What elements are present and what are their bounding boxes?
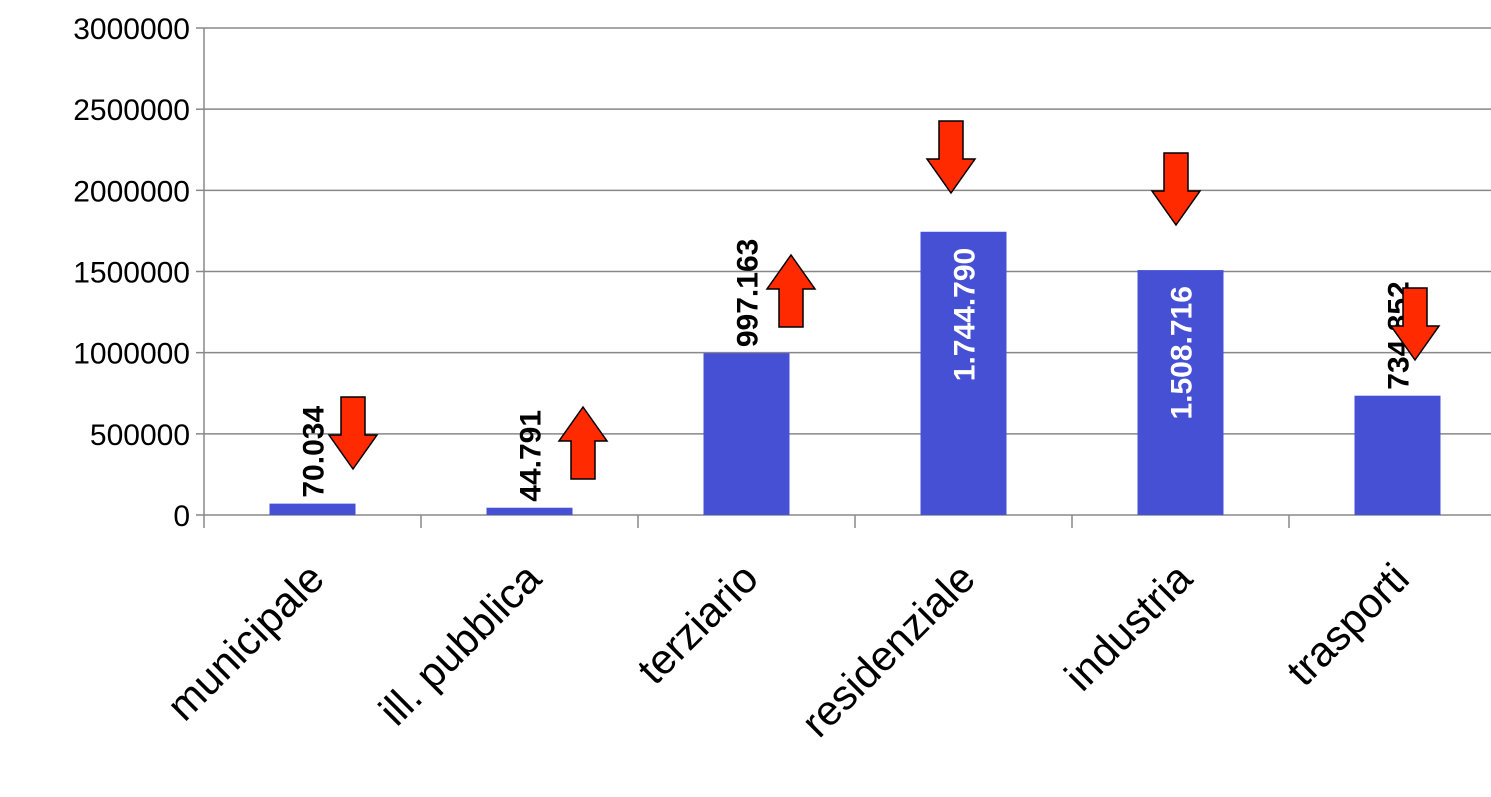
y-tick-label: 0 — [173, 500, 190, 533]
data-label: 70.034 — [298, 406, 331, 498]
y-tick-label: 3000000 — [73, 13, 190, 46]
y-tick-label: 1000000 — [73, 338, 190, 371]
bar — [1137, 270, 1224, 515]
bar — [1354, 395, 1441, 515]
y-tick-label: 1500000 — [73, 257, 190, 290]
trend-up-arrow-icon — [765, 253, 817, 328]
data-label: 1.508.716 — [1166, 286, 1199, 419]
bar — [486, 507, 573, 515]
y-tick-label: 500000 — [90, 419, 190, 452]
category-label: industria — [1055, 554, 1201, 700]
y-tick-label: 2000000 — [73, 175, 190, 208]
y-tick-label: 2500000 — [73, 94, 190, 127]
data-label: 997.163 — [732, 239, 765, 347]
bar — [920, 231, 1007, 515]
data-label: 1.744.790 — [949, 248, 982, 381]
category-label: terziario — [628, 554, 767, 693]
bar — [703, 353, 790, 515]
trend-down-arrow-icon — [1150, 152, 1202, 227]
category-label: municipale — [158, 554, 333, 729]
data-label: 44.791 — [515, 410, 548, 502]
category-label: trasporti — [1277, 554, 1418, 695]
trend-up-arrow-icon — [557, 405, 609, 480]
category-label: residenziale — [792, 554, 984, 746]
trend-down-arrow-icon — [1389, 287, 1441, 362]
trend-down-arrow-icon — [327, 396, 379, 471]
category-label: ill. pubblica — [370, 554, 551, 735]
bar — [269, 503, 356, 515]
trend-down-arrow-icon — [925, 120, 977, 195]
